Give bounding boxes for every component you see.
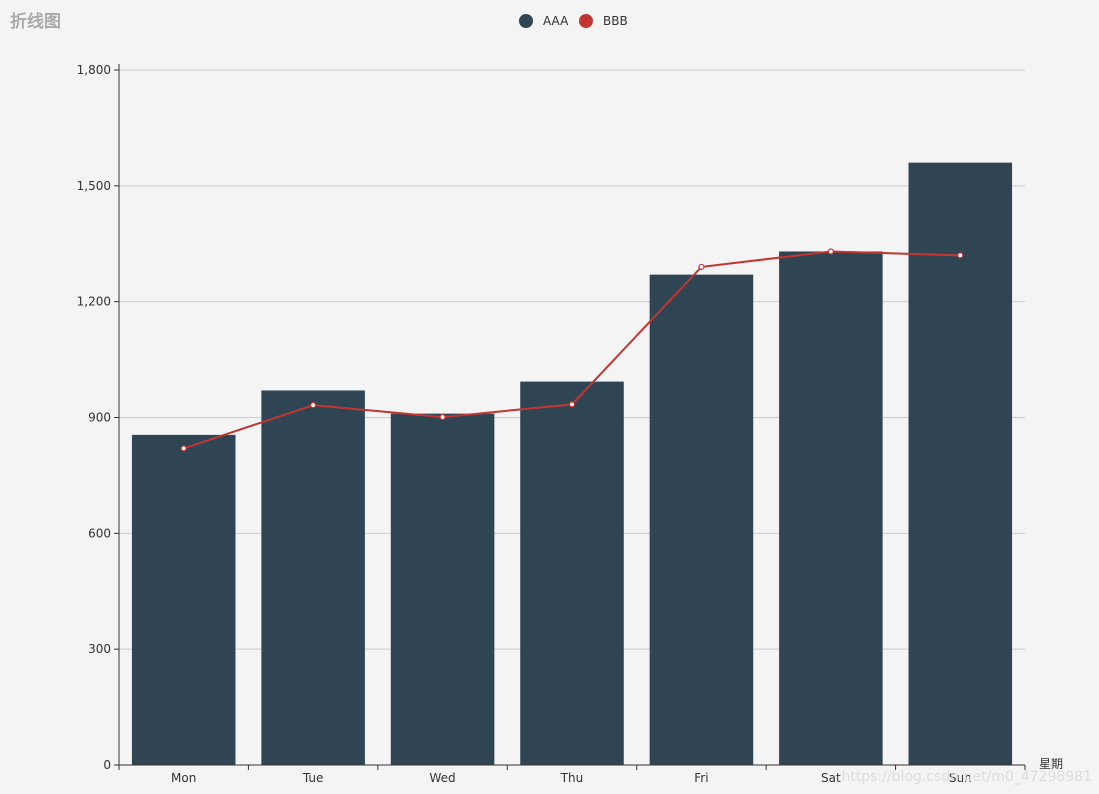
bar-thu[interactable] <box>520 381 624 765</box>
y-tick-label: 0 <box>103 758 111 772</box>
watermark: https://blog.csdn.net/m0_47298981 <box>841 769 1092 785</box>
x-tick-label: Mon <box>171 771 196 785</box>
y-tick-label: 1,500 <box>77 179 111 193</box>
x-tick-label: Wed <box>429 771 455 785</box>
line-point-fri[interactable] <box>698 263 705 271</box>
x-tick-label: Fri <box>694 771 708 785</box>
x-tick-label: Sat <box>821 771 841 785</box>
axes <box>114 64 1026 770</box>
y-tick-label: 300 <box>88 642 111 656</box>
line-point-tue[interactable] <box>310 402 317 409</box>
y-tick-label: 600 <box>88 526 111 540</box>
line-point-sat[interactable] <box>827 248 834 255</box>
x-tick-label: Thu <box>560 771 584 785</box>
line-point-mon[interactable] <box>180 445 187 452</box>
chart-title: 折线图 <box>10 11 61 32</box>
x-axis-name: 星期 <box>1039 757 1063 771</box>
y-tick-label: 1,800 <box>77 63 111 77</box>
bar-sat[interactable] <box>779 251 883 765</box>
line-point-thu[interactable] <box>568 401 576 408</box>
bar-sun[interactable] <box>908 162 1013 765</box>
line-point-wed[interactable] <box>439 414 446 421</box>
y-tick-label: 1,200 <box>77 295 111 309</box>
x-axis-tick-labels: Mon Tue Wed Thu Fri Sat Sun <box>171 771 972 785</box>
legend-label-aaa: AAA <box>543 14 569 28</box>
y-tick-label: 900 <box>88 411 111 425</box>
legend: AAA BBB <box>519 14 628 28</box>
x-tick-label: Tue <box>302 771 324 785</box>
bar-series-aaa <box>131 162 1013 765</box>
legend-swatch-bbb <box>579 14 593 28</box>
x-tick-label: Sun <box>949 771 972 785</box>
line-series-bbb <box>180 248 964 452</box>
bar-mon[interactable] <box>131 434 236 765</box>
line-point-sun[interactable] <box>957 252 964 259</box>
legend-item-bbb[interactable]: BBB <box>579 14 628 28</box>
y-axis-tick-labels: 0 300 600 900 1,200 1,500 1,800 <box>77 63 111 772</box>
legend-item-aaa[interactable]: AAA <box>519 14 569 28</box>
bar-wed[interactable] <box>390 413 495 765</box>
legend-label-bbb: BBB <box>603 14 628 28</box>
legend-swatch-aaa <box>519 14 533 28</box>
bar-tue[interactable] <box>261 390 365 765</box>
bar-fri[interactable] <box>649 274 754 765</box>
